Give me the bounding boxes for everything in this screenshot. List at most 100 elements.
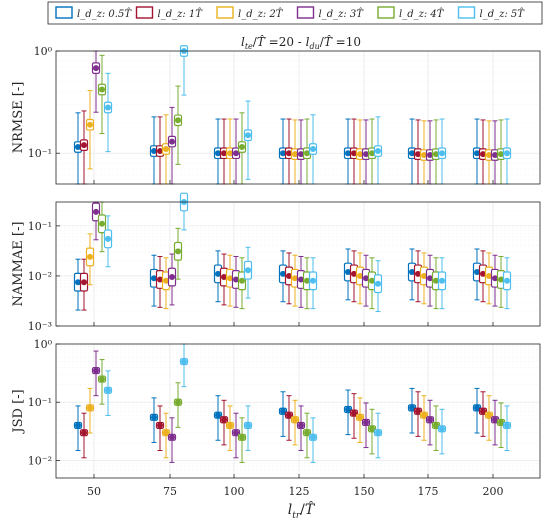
median-marker <box>439 150 445 157</box>
median-marker <box>310 145 316 152</box>
box-6-125 <box>308 257 318 310</box>
box-2-125 <box>284 118 294 185</box>
median-marker <box>93 65 99 72</box>
median-marker <box>427 152 433 159</box>
median-marker <box>498 276 504 283</box>
box-6-50 <box>103 370 113 416</box>
median-marker <box>215 150 221 157</box>
box-2-100 <box>219 118 229 185</box>
median-marker <box>310 277 316 284</box>
box-5-200 <box>496 402 506 449</box>
box-2-75 <box>155 405 165 452</box>
median-marker <box>427 275 433 282</box>
box-1-100 <box>213 395 223 441</box>
median-marker <box>498 419 504 426</box>
box-5-150 <box>367 408 377 455</box>
median-marker <box>409 268 415 275</box>
box-3-150 <box>355 397 365 443</box>
x-axis-label: ltr/T̂ <box>288 500 316 521</box>
median-marker <box>105 104 111 111</box>
y-axis-label-2: NAMMAE [-] <box>11 222 26 307</box>
median-marker <box>81 142 87 149</box>
median-marker <box>492 152 498 159</box>
box-4-175 <box>425 399 435 446</box>
median-marker <box>87 404 93 411</box>
median-marker <box>181 358 187 365</box>
median-marker <box>298 276 304 283</box>
median-marker <box>292 275 298 282</box>
median-marker <box>357 151 363 158</box>
box-5-175 <box>431 257 441 310</box>
box-5-75 <box>173 85 183 165</box>
median-marker <box>486 272 492 279</box>
box-1-75 <box>149 254 159 307</box>
box-2-200 <box>478 391 488 437</box>
box-3-175 <box>419 120 429 185</box>
box-2-125 <box>284 395 294 441</box>
box-1-50 <box>73 405 83 452</box>
box-1-150 <box>343 248 353 301</box>
box-1-175 <box>407 248 417 301</box>
median-marker <box>227 275 233 282</box>
median-marker <box>304 429 310 436</box>
median-marker <box>105 387 111 394</box>
box-5-125 <box>302 412 312 459</box>
box-3-200 <box>484 395 494 441</box>
x-tick-label: 75 <box>163 485 177 498</box>
box-6-100 <box>243 100 253 180</box>
y-axis-label-1: NRMSE [-] <box>11 82 26 154</box>
median-marker <box>93 208 99 215</box>
box-3-50 <box>85 387 95 434</box>
box-6-150 <box>373 260 383 313</box>
box-6-200 <box>502 118 512 185</box>
panel-3: 10⁻² 10⁻¹ 10⁰ JSD [-] <box>11 338 541 479</box>
median-marker <box>233 276 239 283</box>
box-5-75 <box>173 227 183 280</box>
median-marker <box>345 150 351 157</box>
median-marker <box>151 275 157 282</box>
median-marker <box>421 152 427 159</box>
median-marker <box>504 150 510 157</box>
legend-entry-2: l_d_z: 1T̂ <box>158 8 204 20</box>
median-marker <box>504 277 510 284</box>
box-2-200 <box>478 250 488 303</box>
median-marker <box>87 121 93 128</box>
box-1-125 <box>278 250 288 303</box>
box-1-75 <box>149 397 159 443</box>
median-marker <box>169 138 175 145</box>
median-marker <box>292 416 298 423</box>
median-marker <box>99 376 105 383</box>
box-1-125 <box>278 118 288 185</box>
median-marker <box>239 277 245 284</box>
median-marker <box>486 152 492 159</box>
box-6-200 <box>502 257 512 310</box>
median-marker <box>163 429 169 436</box>
box-4-50 <box>91 350 101 397</box>
median-marker <box>99 220 105 227</box>
legend-swatch-3 <box>216 6 234 19</box>
box-5-50 <box>97 54 107 135</box>
y-tick-label: 10⁻² <box>28 454 52 467</box>
median-marker <box>175 117 181 124</box>
box-6-175 <box>437 408 447 455</box>
y-axis-label-3: JSD [-] <box>11 389 26 434</box>
legend-swatch-5 <box>377 6 395 19</box>
median-marker <box>245 422 251 429</box>
median-marker <box>363 419 369 426</box>
box-6-100 <box>243 246 253 299</box>
box-5-100 <box>237 112 247 185</box>
median-marker <box>474 404 480 411</box>
x-tick-label: 100 <box>224 485 245 498</box>
box-6-200 <box>502 405 512 452</box>
median-marker <box>280 408 286 415</box>
y-tick-label: 10⁰ <box>34 338 53 351</box>
median-marker <box>151 148 157 155</box>
box-1-50 <box>73 258 83 311</box>
legend-entry-4: l_d_z: 3T̂ <box>319 8 365 20</box>
median-marker <box>504 422 510 429</box>
box-6-175 <box>437 257 447 310</box>
median-marker <box>369 150 375 157</box>
box-6-50 <box>103 72 113 153</box>
box-4-150 <box>361 402 371 449</box>
median-marker <box>375 280 381 287</box>
